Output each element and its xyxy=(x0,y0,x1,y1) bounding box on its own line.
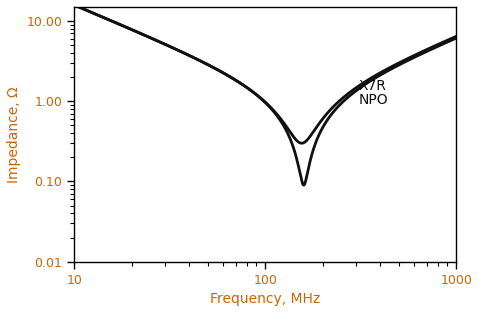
Text: NPO: NPO xyxy=(359,93,388,107)
Text: X7R: X7R xyxy=(359,79,387,93)
X-axis label: Frequency, MHz: Frequency, MHz xyxy=(210,292,320,306)
Y-axis label: Impedance, Ω: Impedance, Ω xyxy=(7,86,21,182)
